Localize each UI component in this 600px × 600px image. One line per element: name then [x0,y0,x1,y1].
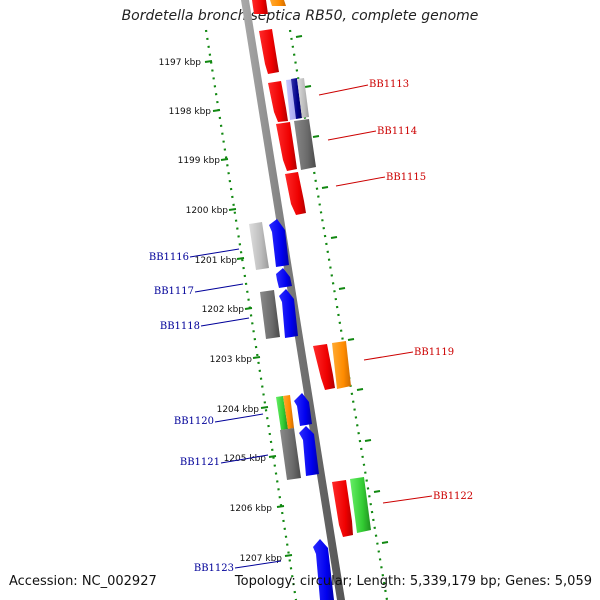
gene-reverse [283,395,294,429]
gene-label-bb1117: BB1117 [154,286,194,297]
scale-label: 1200 kbp [186,206,229,216]
gene-label-bb1119: BB1119 [414,347,454,358]
scale-label: 1202 kbp [202,305,245,315]
right-scale-ticks [295,35,389,544]
left-scale-ticks [204,60,293,557]
scale-label: 1203 kbp [210,355,253,365]
gene-label-bb1113: BB1113 [369,79,409,90]
scale-label: 1204 kbp [217,405,260,415]
gene-forward [270,0,286,6]
gene-forward [259,29,279,74]
forward-genes [252,0,371,537]
gene-reverse [280,428,301,480]
right-gene-labels: BB1113 BB1114 BB1115 BB1119 BB1122 [369,79,473,502]
gene-label-bb1116: BB1116 [149,252,189,263]
gene-reverse [294,393,312,426]
map-title: Bordetella bronchiseptica RB50, complete… [121,8,479,24]
reverse-genes [249,219,334,600]
scale-label: 1206 kbp [230,504,273,514]
gene-reverse [313,539,334,600]
gene-label-bb1122: BB1122 [433,491,473,502]
right-label-leaders [318,84,433,504]
gene-label-bb1123: BB1123 [194,563,234,574]
scale-label: 1207 kbp [240,554,283,564]
gene-forward [285,172,306,215]
left-label-leaders [189,248,282,569]
gene-reverse [276,268,292,288]
gene-forward [294,119,316,170]
scale-label: 1201 kbp [195,256,238,266]
gene-forward [313,344,335,390]
gene-forward [297,78,309,118]
gene-reverse [299,426,319,476]
scale-label: 1198 kbp [169,107,212,117]
gene-forward [276,122,297,171]
gene-reverse [269,219,289,267]
gene-label-bb1120: BB1120 [174,416,214,427]
gene-forward [332,341,351,389]
gene-reverse [260,290,280,339]
gene-reverse [276,396,288,430]
gene-forward [350,477,371,533]
gene-label-bb1114: BB1114 [377,126,417,137]
gene-reverse [279,289,298,338]
gene-forward [268,81,288,122]
left-gene-labels: BB1116 BB1117 BB1118 BB1120 BB1121 BB112… [149,252,234,574]
scale-label: 1199 kbp [178,156,221,166]
outer-guide-left [204,29,298,600]
gene-reverse [249,222,269,270]
gene-forward [252,0,268,14]
gene-label-bb1121: BB1121 [180,457,220,468]
genome-summary-text: Topology: circular; Length: 5,339,179 bp… [234,574,592,589]
gene-label-bb1118: BB1118 [160,321,200,332]
gene-forward [332,480,353,537]
gene-forward [291,78,302,119]
scale-label: 1197 kbp [159,58,202,68]
accession-text: Accession: NC_002927 [9,574,157,589]
gene-label-bb1115: BB1115 [386,172,426,183]
